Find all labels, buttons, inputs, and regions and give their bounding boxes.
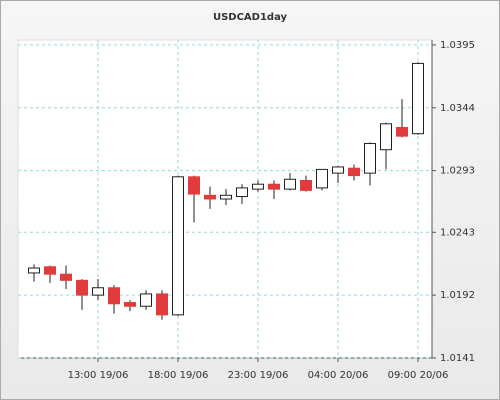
candle-body (316, 168, 328, 189)
candle-body (380, 123, 392, 151)
chart-title: USDCAD1day (213, 12, 288, 23)
candle-body (28, 267, 40, 274)
candle-body (364, 143, 376, 174)
candle-body (300, 180, 312, 191)
candle-body (124, 302, 136, 307)
y-tick-label: 1.0293 (440, 166, 475, 177)
candle-body (172, 176, 184, 316)
candle-body (108, 287, 120, 305)
candle-body (396, 127, 408, 137)
x-tick-label: 23:00 19/06 (228, 370, 289, 381)
candle-body (60, 273, 72, 281)
candle-body (412, 62, 424, 135)
candle-body (332, 166, 344, 174)
candle-body (236, 187, 248, 198)
y-tick-label: 1.0344 (440, 103, 475, 114)
candle-body (284, 178, 296, 190)
candle-body (348, 167, 360, 177)
y-tick-label: 1.0141 (440, 353, 475, 364)
candle-body (92, 287, 104, 296)
y-tick-label: 1.0395 (440, 40, 475, 51)
candle-body (252, 183, 264, 190)
candle-body (188, 176, 200, 195)
x-tick-label: 13:00 19/06 (68, 370, 129, 381)
candle-body (44, 266, 56, 275)
candle-body (156, 293, 168, 316)
y-tick-label: 1.0243 (440, 227, 475, 238)
candle-body (220, 194, 232, 200)
x-tick-label: 04:00 20/06 (308, 370, 369, 381)
candle-body (268, 183, 280, 190)
candle-body (204, 194, 216, 200)
x-tick-label: 18:00 19/06 (148, 370, 209, 381)
candle-body (76, 279, 88, 296)
y-tick-label: 1.0192 (440, 290, 475, 301)
candle-body (140, 293, 152, 307)
x-tick-label: 09:00 20/06 (388, 370, 449, 381)
